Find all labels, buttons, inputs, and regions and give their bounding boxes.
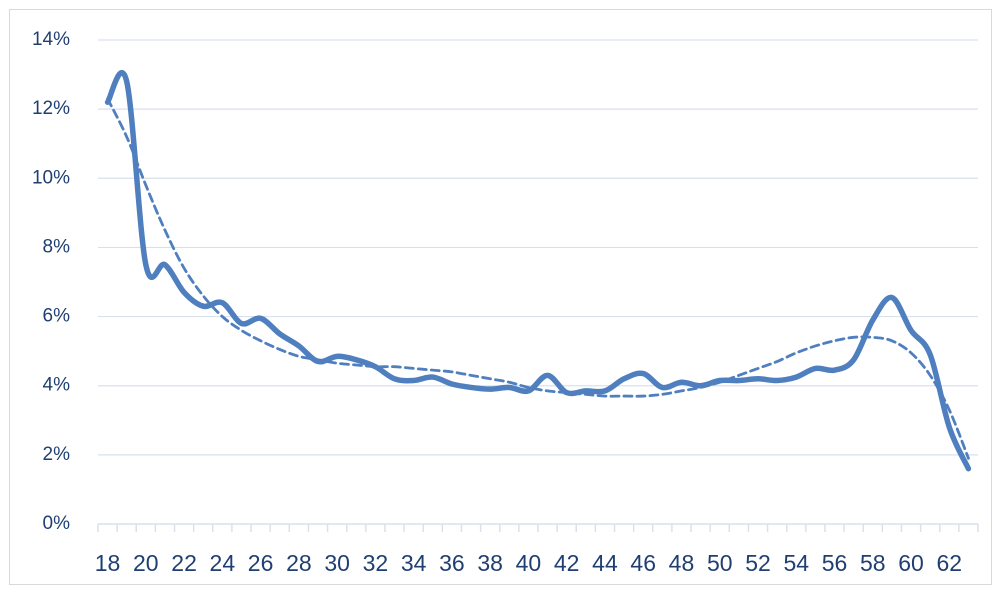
x-tick-label: 44 [592, 550, 618, 576]
x-tick-label: 52 [745, 550, 771, 576]
y-tick-label: 14% [32, 29, 70, 50]
x-tick-label: 18 [95, 550, 121, 576]
x-tick-label: 62 [937, 550, 963, 576]
x-tick-label: 58 [860, 550, 886, 576]
x-tick-label: 28 [286, 550, 312, 576]
x-tick-label: 38 [477, 550, 503, 576]
y-tick-label: 6% [43, 306, 71, 327]
x-tick-label: 60 [898, 550, 924, 576]
y-tick-label: 8% [43, 236, 71, 257]
trend-line [106, 97, 970, 460]
x-tick-label: 32 [363, 550, 389, 576]
chart-border [9, 9, 992, 585]
x-tick-label: 54 [783, 550, 809, 576]
data-line [104, 70, 972, 472]
x-tick-label: 56 [822, 550, 848, 576]
y-tick-label: 0% [43, 513, 71, 534]
x-tick-label: 48 [669, 550, 695, 576]
x-tick-label: 42 [554, 550, 580, 576]
x-tick-label: 30 [324, 550, 350, 576]
x-tick-label: 24 [210, 550, 236, 576]
y-tick-label: 4% [43, 375, 71, 396]
y-tick-label: 12% [32, 98, 70, 119]
x-tick-label: 36 [439, 550, 465, 576]
x-tick-label: 40 [516, 550, 542, 576]
x-tick-label: 34 [401, 550, 427, 576]
x-tick-label: 26 [248, 550, 274, 576]
x-tick-label: 46 [630, 550, 656, 576]
x-tick-label: 50 [707, 550, 733, 576]
x-tick-label: 22 [171, 550, 197, 576]
y-tick-label: 2% [43, 444, 71, 465]
x-tick-label: 20 [133, 550, 159, 576]
y-tick-label: 10% [32, 167, 70, 188]
